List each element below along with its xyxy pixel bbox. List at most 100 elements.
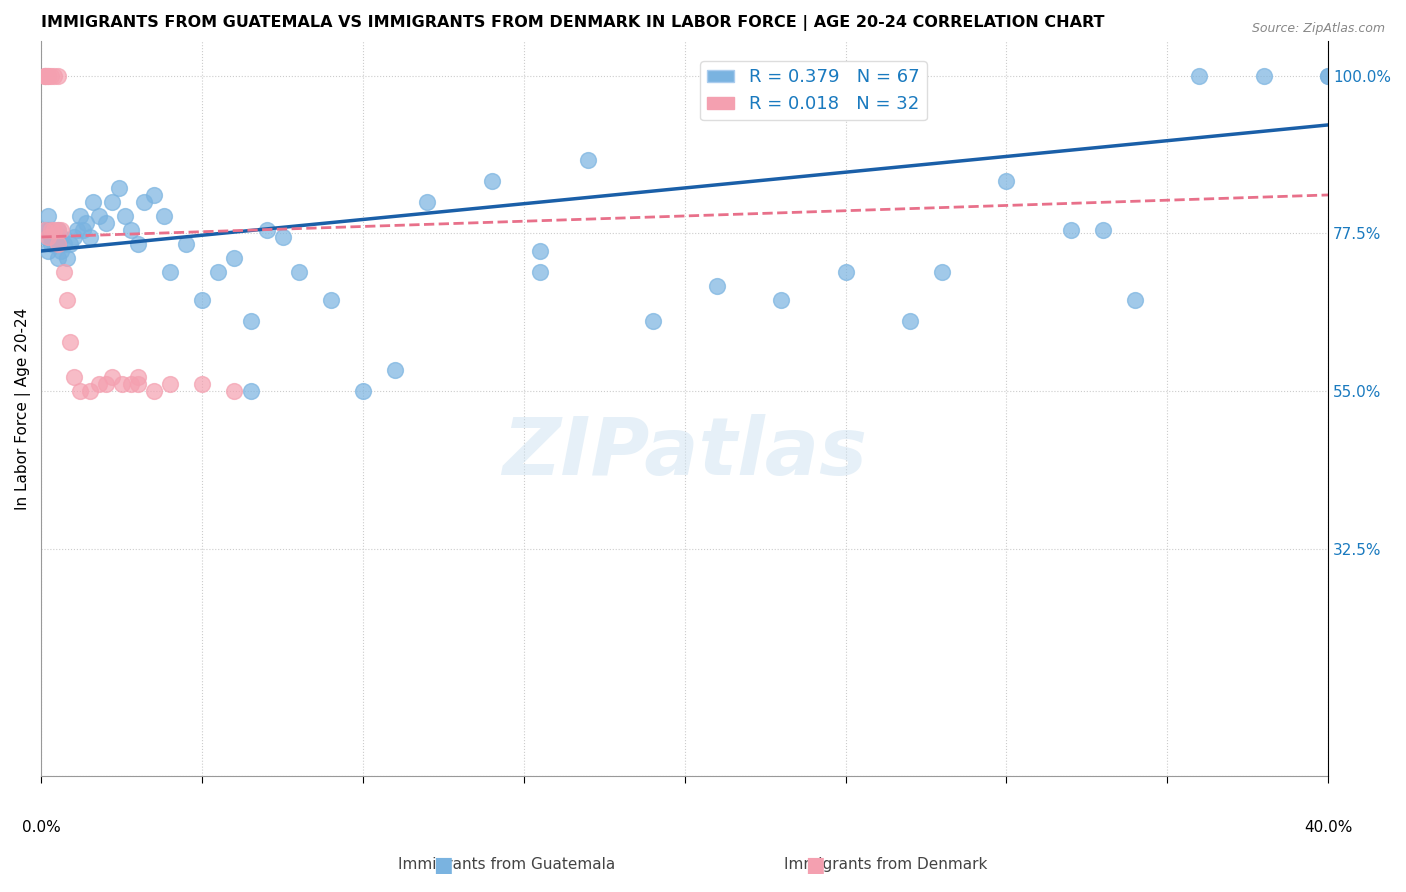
Point <box>39 223 62 237</box>
Point <box>834 265 856 279</box>
Point <box>1123 293 1146 307</box>
Point <box>46 237 69 252</box>
Point <box>44 223 66 237</box>
Point <box>159 265 181 279</box>
Point <box>34 69 56 83</box>
Point <box>111 377 134 392</box>
Point <box>114 209 136 223</box>
Point <box>529 244 551 258</box>
Point <box>37 230 59 244</box>
Text: ■: ■ <box>433 855 453 875</box>
Point <box>62 370 84 384</box>
Point <box>931 265 953 279</box>
Point <box>46 251 69 265</box>
Text: 0.0%: 0.0% <box>22 821 60 835</box>
Point <box>143 188 166 202</box>
Point <box>191 377 214 392</box>
Point <box>69 384 91 398</box>
Point <box>39 237 62 252</box>
Y-axis label: In Labor Force | Age 20-24: In Labor Force | Age 20-24 <box>15 308 31 509</box>
Point <box>69 209 91 223</box>
Point <box>127 237 149 252</box>
Point <box>56 293 79 307</box>
Point <box>641 314 664 328</box>
Point <box>52 265 75 279</box>
Point <box>37 69 59 83</box>
Point <box>287 265 309 279</box>
Point <box>134 194 156 209</box>
Text: ZIPatlas: ZIPatlas <box>502 414 868 491</box>
Point <box>34 223 56 237</box>
Point <box>46 223 69 237</box>
Point <box>127 377 149 392</box>
Point <box>44 237 66 252</box>
Text: Source: ZipAtlas.com: Source: ZipAtlas.com <box>1251 22 1385 36</box>
Point <box>39 69 62 83</box>
Point <box>416 194 439 209</box>
Point <box>46 223 69 237</box>
Point <box>352 384 374 398</box>
Point <box>127 370 149 384</box>
Point <box>271 230 294 244</box>
Point <box>706 279 728 293</box>
Point <box>1317 69 1340 83</box>
Point <box>52 237 75 252</box>
Point <box>94 377 117 392</box>
Point <box>481 174 503 188</box>
Point <box>191 293 214 307</box>
Point <box>239 314 262 328</box>
Point <box>39 230 62 244</box>
Point <box>174 237 197 252</box>
Legend: R = 0.379   N = 67, R = 0.018   N = 32: R = 0.379 N = 67, R = 0.018 N = 32 <box>700 61 927 120</box>
Point <box>46 237 69 252</box>
Point <box>1091 223 1114 237</box>
Point <box>49 230 72 244</box>
Point <box>107 181 129 195</box>
Point <box>384 363 406 377</box>
Point <box>72 223 94 237</box>
Point <box>224 384 246 398</box>
Point <box>37 244 59 258</box>
Point <box>121 377 143 392</box>
Text: Immigrants from Denmark: Immigrants from Denmark <box>785 857 987 872</box>
Point <box>44 69 66 83</box>
Text: IMMIGRANTS FROM GUATEMALA VS IMMIGRANTS FROM DENMARK IN LABOR FORCE | AGE 20-24 : IMMIGRANTS FROM GUATEMALA VS IMMIGRANTS … <box>41 15 1105 31</box>
Point <box>62 230 84 244</box>
Text: ■: ■ <box>806 855 825 875</box>
Point <box>56 251 79 265</box>
Point <box>37 69 59 83</box>
Point <box>59 334 82 349</box>
Point <box>66 223 89 237</box>
Text: Immigrants from Guatemala: Immigrants from Guatemala <box>398 857 614 872</box>
Point <box>44 230 66 244</box>
Point <box>207 265 229 279</box>
Point <box>39 223 62 237</box>
Point <box>121 223 143 237</box>
Point <box>1317 69 1340 83</box>
Point <box>770 293 793 307</box>
Point <box>529 265 551 279</box>
Point <box>995 174 1018 188</box>
Point <box>159 377 181 392</box>
Point <box>34 69 56 83</box>
Point <box>319 293 342 307</box>
Point <box>1253 69 1275 83</box>
Point <box>89 209 111 223</box>
Point <box>49 223 72 237</box>
Point <box>576 153 599 167</box>
Point <box>143 384 166 398</box>
Point <box>79 384 101 398</box>
Text: 40.0%: 40.0% <box>1303 821 1353 835</box>
Point <box>101 370 124 384</box>
Point <box>59 237 82 252</box>
Point <box>898 314 921 328</box>
Point <box>94 216 117 230</box>
Point <box>239 384 262 398</box>
Point <box>75 216 97 230</box>
Point <box>37 223 59 237</box>
Point <box>1188 69 1211 83</box>
Point <box>49 244 72 258</box>
Point <box>82 194 104 209</box>
Point <box>34 230 56 244</box>
Point <box>224 251 246 265</box>
